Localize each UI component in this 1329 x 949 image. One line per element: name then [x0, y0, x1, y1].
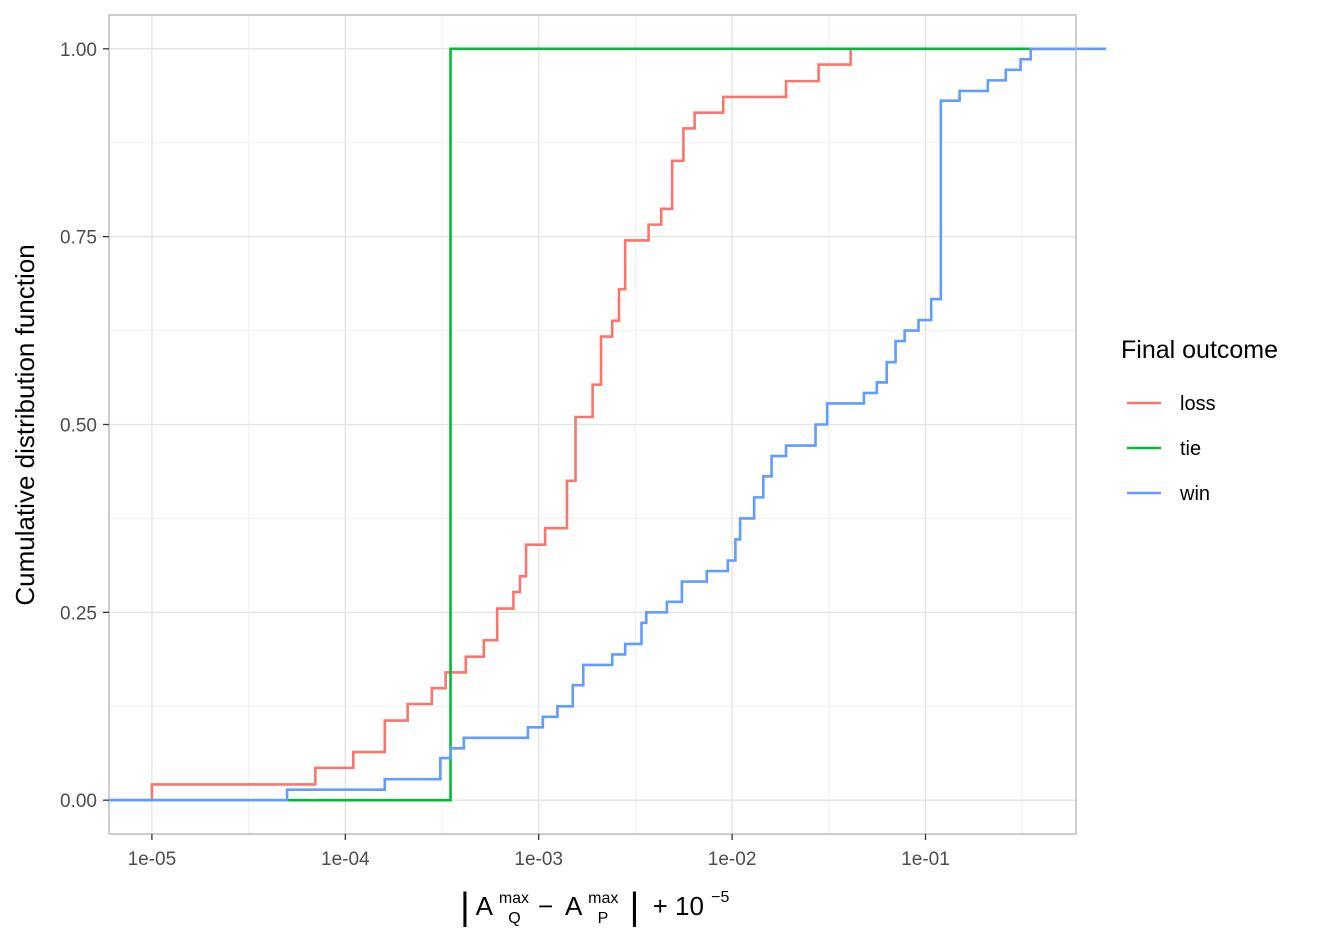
legend-label-loss: loss: [1180, 393, 1216, 415]
x-title-plus: + 10: [653, 891, 704, 921]
series-win-line: [109, 47, 1107, 802]
legend-title: Final outcome: [1121, 336, 1278, 364]
x-tick-label: 1e-01: [901, 849, 950, 870]
x-tick-label: 1e-04: [321, 849, 370, 870]
y-axis: 0.00 0.25 0.50 0.75 1.00: [60, 40, 109, 812]
x-title-sup1: max: [499, 890, 529, 907]
x-title-abs-open: |: [460, 886, 470, 928]
x-title-sup2: max: [588, 890, 618, 907]
x-title-base1: A: [476, 891, 494, 921]
x-title-sub2: P: [598, 910, 609, 927]
grid-major: [109, 15, 1076, 834]
y-tick-label: 1.00: [60, 40, 97, 61]
x-tick-label: 1e-02: [708, 849, 757, 870]
x-axis-title: | A max Q − A max P | + 10 −5: [460, 879, 730, 929]
x-axis: 1e-05 1e-04 1e-03 1e-02 1e-01: [128, 834, 950, 870]
y-axis-title: Cumulative distribution function: [10, 244, 40, 605]
legend: Final outcome loss tie win: [1121, 336, 1278, 505]
series-layer: [109, 47, 1107, 802]
series-loss-line: [109, 47, 1076, 802]
x-tick-label: 1e-05: [128, 849, 177, 870]
y-tick-label: 0.50: [60, 416, 97, 437]
legend-label-win: win: [1179, 483, 1210, 505]
x-tick-label: 1e-03: [514, 849, 563, 870]
x-title-exp: −5: [711, 889, 729, 906]
legend-label-tie: tie: [1180, 438, 1201, 460]
x-title-abs-close: |: [630, 886, 640, 928]
x-title-sub1: Q: [508, 910, 520, 927]
y-tick-label: 0.25: [60, 603, 97, 624]
x-title-base2: A: [565, 891, 583, 921]
x-title-minus: −: [538, 891, 553, 921]
y-tick-label: 0.75: [60, 228, 97, 249]
y-tick-label: 0.00: [60, 791, 97, 812]
